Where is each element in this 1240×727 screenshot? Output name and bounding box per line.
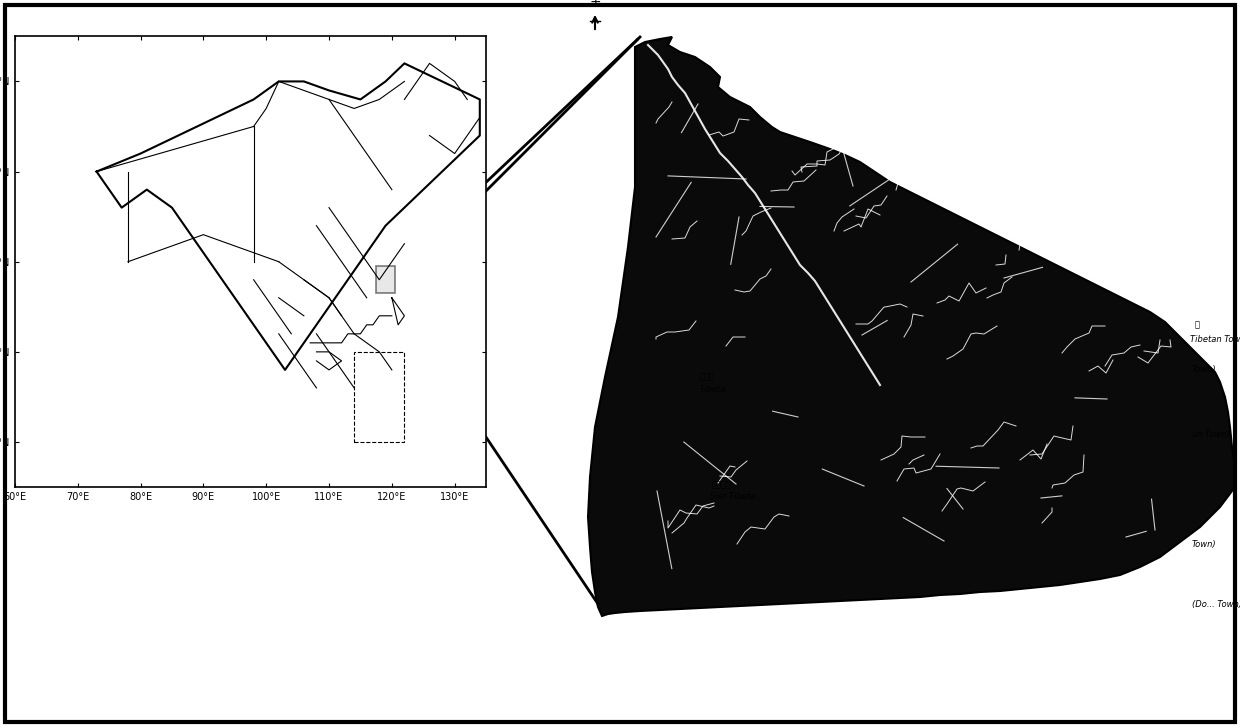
Text: Tibeta...: Tibeta... bbox=[701, 385, 734, 394]
Bar bbox=[376, 266, 396, 293]
Polygon shape bbox=[126, 192, 155, 222]
Polygon shape bbox=[126, 97, 184, 192]
FancyBboxPatch shape bbox=[5, 5, 1235, 722]
Text: 20: 20 bbox=[312, 236, 327, 249]
Text: Sier Tibeta...: Sier Tibeta... bbox=[711, 492, 764, 501]
Text: +: + bbox=[589, 0, 601, 9]
Text: (Do... Town): (Do... Town) bbox=[1192, 600, 1240, 609]
Polygon shape bbox=[588, 37, 1235, 616]
Text: 0: 0 bbox=[56, 236, 64, 249]
Text: N: N bbox=[144, 145, 166, 169]
Text: Low : 600: Low : 600 bbox=[345, 232, 414, 246]
Polygon shape bbox=[155, 192, 184, 222]
Text: km: km bbox=[325, 257, 345, 270]
Text: 10: 10 bbox=[182, 236, 198, 249]
Polygon shape bbox=[126, 97, 155, 192]
Text: 乡: 乡 bbox=[1195, 320, 1200, 329]
Bar bbox=[310, 187, 339, 212]
Text: High : 5440: High : 5440 bbox=[345, 192, 428, 206]
Text: Value: Value bbox=[310, 167, 352, 181]
Text: 藏族乡: 藏族乡 bbox=[701, 372, 715, 381]
Bar bbox=[310, 227, 339, 252]
Text: 5: 5 bbox=[122, 236, 129, 249]
Bar bbox=[355, 352, 404, 442]
Text: Tibetan Town): Tibetan Town) bbox=[1190, 335, 1240, 344]
Text: Main villages: Main villages bbox=[340, 258, 463, 276]
Text: DEM: DEM bbox=[310, 137, 371, 159]
Text: Town): Town) bbox=[1192, 365, 1216, 374]
Text: un Town): un Town) bbox=[1192, 430, 1230, 439]
Text: 耳藏寨乡: 耳藏寨乡 bbox=[712, 480, 732, 489]
Text: Town): Town) bbox=[1192, 540, 1216, 549]
